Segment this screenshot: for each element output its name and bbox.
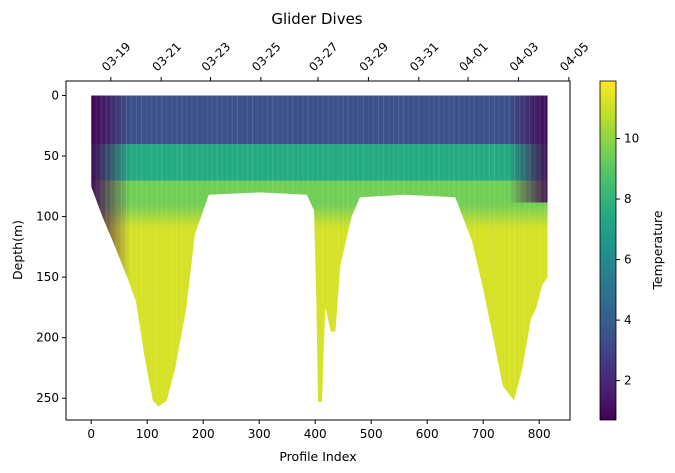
x-tick-label: 800 [528,427,551,441]
y-tick-label: 50 [44,149,59,163]
x-axis: 0 100 200 300 400 500 600 700 800 [87,420,551,441]
top-date-label: 03-19 [99,40,134,75]
x-tick-label: 500 [360,427,383,441]
top-date-label: 04-05 [557,40,592,75]
top-date-label: 03-25 [249,40,284,75]
colorbar: 2 4 6 8 10 Temperature [599,80,665,421]
y-axis: 0 50 100 150 200 250 [36,89,66,405]
cold-east-edge [508,95,548,203]
colorbar-tick-label: 8 [624,192,632,206]
colorbar-tick-label: 10 [624,132,639,146]
x-tick-label: 400 [304,427,327,441]
x-axis-label: Profile Index [279,449,356,464]
top-date-label: 04-03 [507,40,542,75]
colorbar-ticks: 2 4 6 8 10 [616,132,639,388]
y-tick-label: 0 [51,89,59,103]
chart-title: Glider Dives [271,10,362,28]
top-date-label: 03-23 [199,40,234,75]
x-tick-label: 300 [248,427,271,441]
top-date-label: 04-01 [456,40,491,75]
y-tick-label: 100 [36,210,59,224]
top-date-axis: 03-19 03-21 03-23 03-25 03-27 03-29 03-31 04-01… [99,40,592,81]
x-tick-label: 600 [416,427,439,441]
y-tick-label: 150 [36,270,59,284]
top-date-label: 03-31 [407,40,442,75]
y-axis-label: Depth(m) [10,220,25,280]
colorbar-gradient [599,80,617,421]
top-date-label: 03-27 [306,40,341,75]
x-tick-label: 0 [87,427,95,441]
temperature-field [91,95,548,407]
colorbar-tick-label: 4 [624,313,632,327]
colorbar-tick-label: 6 [624,253,632,267]
colorbar-tick-label: 2 [624,374,632,388]
top-date-label: 03-21 [149,40,184,75]
x-tick-label: 100 [136,427,159,441]
x-tick-label: 200 [192,427,215,441]
y-tick-label: 250 [36,391,59,405]
top-date-label: 03-29 [357,40,392,75]
colorbar-label: Temperature [650,210,665,290]
plot-area [91,95,548,407]
y-tick-label: 200 [36,331,59,345]
x-tick-label: 700 [472,427,495,441]
